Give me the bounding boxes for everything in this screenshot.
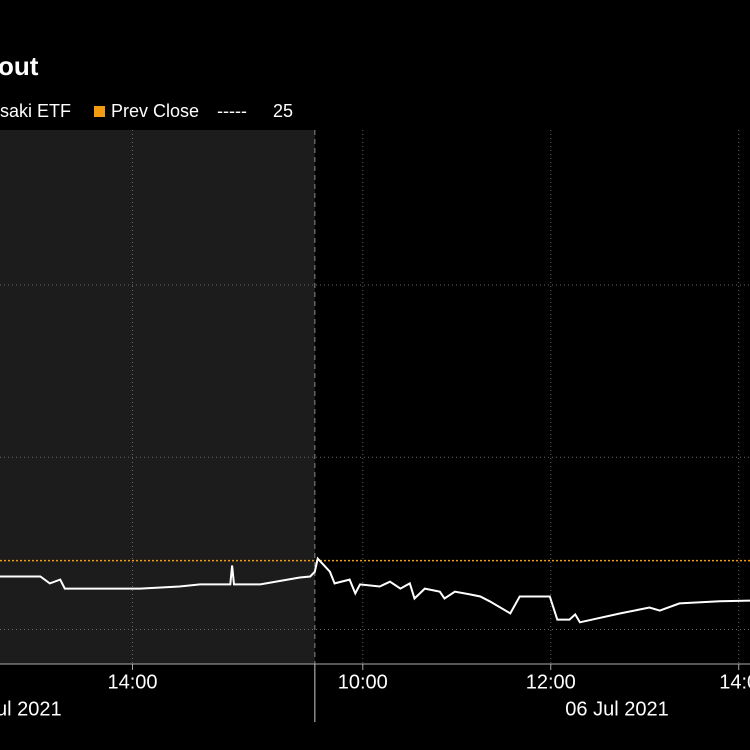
x-tick-label: 14:00 [107,671,157,693]
legend-label: Prev Close [111,101,199,121]
chart-title: out [0,51,39,81]
date-label: ul 2021 [0,698,62,720]
legend-value: 25 [273,101,293,121]
legend-swatch [94,106,105,117]
x-tick-label: 10:00 [338,671,388,693]
price-line [0,556,750,624]
legend: saki ETF Prev Close ----- 25 [0,101,293,121]
x-tick-label: 12:00 [526,671,576,693]
date-label: 06 Jul 2021 [565,698,668,720]
legend-label: saki ETF [0,101,71,121]
previous-session [0,130,315,664]
legend-symbol: ----- [217,101,247,121]
x-tick-label: 14:0 [719,671,750,693]
